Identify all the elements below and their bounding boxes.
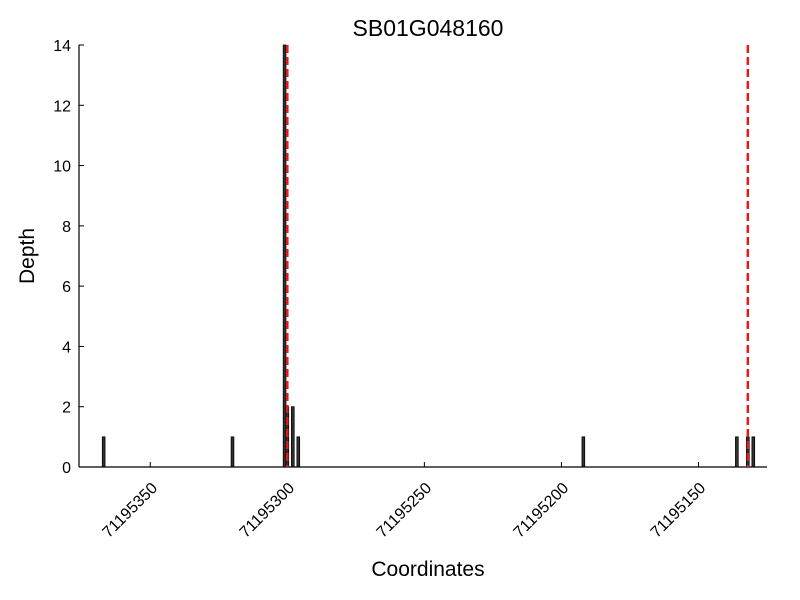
bar <box>291 406 295 468</box>
bar <box>230 436 235 468</box>
y-tick-label: 12 <box>53 98 71 115</box>
y-tick-label: 10 <box>53 159 71 176</box>
bar <box>296 436 301 468</box>
bar <box>581 436 586 468</box>
y-tick-label: 4 <box>62 339 71 356</box>
y-tick-label: 8 <box>62 219 71 236</box>
bar <box>751 436 756 468</box>
y-axis-label: Depth <box>16 228 39 284</box>
x-axis-label: Coordinates <box>371 558 484 581</box>
bar <box>101 436 106 468</box>
bar <box>735 436 739 468</box>
chart-title: SB01G048160 <box>353 15 504 41</box>
y-tick-label: 6 <box>62 279 71 296</box>
y-tick-label: 2 <box>62 400 71 417</box>
y-tick-label: 14 <box>53 38 71 55</box>
bar <box>282 44 287 468</box>
y-tick-label: 0 <box>62 460 71 477</box>
